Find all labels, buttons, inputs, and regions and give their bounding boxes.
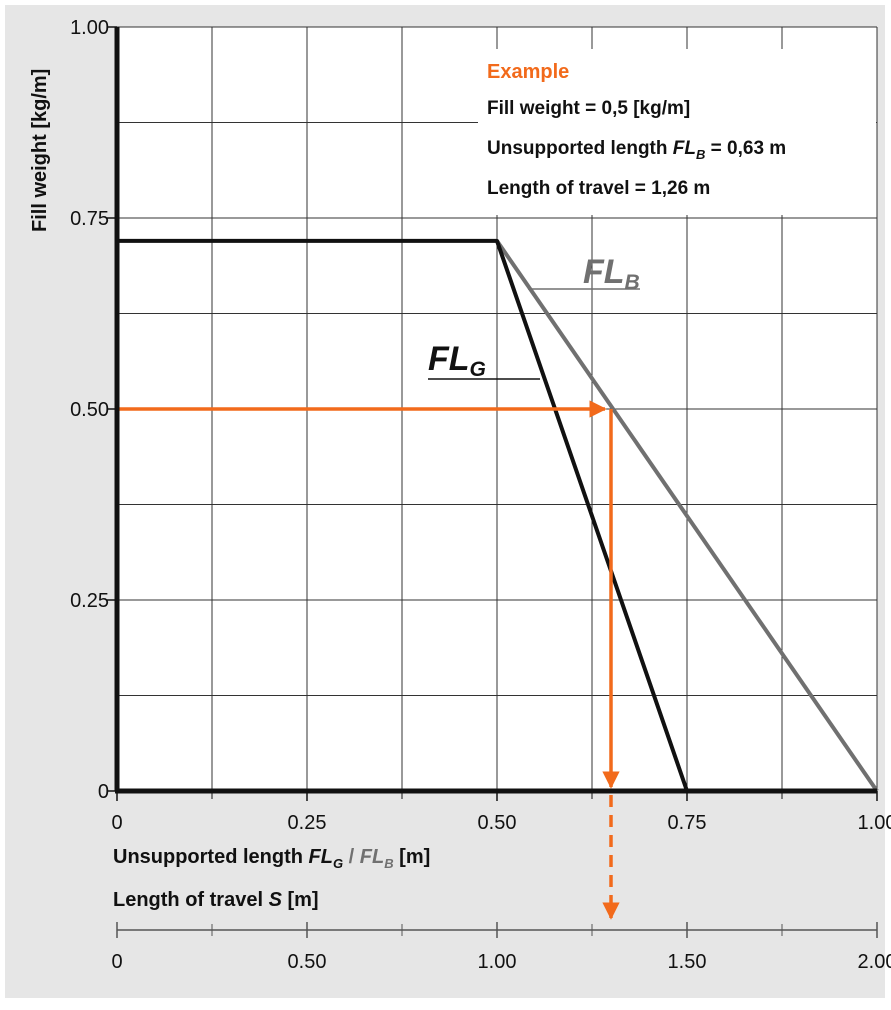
series-lines: [117, 238, 879, 793]
y-tick-label: 0.25: [70, 590, 109, 612]
x-axis-title: Unsupported length FLG / FLB [m]: [113, 846, 430, 871]
y-tick-label: 0.75: [70, 208, 109, 230]
series-line-fl-g: [117, 238, 689, 792]
example-guides: [117, 400, 620, 920]
x-tick-label: 0.50: [478, 812, 517, 834]
y-axis-title: Fill weight [kg/m]: [29, 69, 51, 232]
x-tick-label: 1.00: [858, 812, 891, 834]
example-length-of-travel: Length of travel = 1,26 m: [487, 178, 710, 199]
x2-tick-label: 1.00: [478, 951, 517, 973]
x2-axis-title: Length of travel S [m]: [113, 889, 319, 911]
y-tick-label: 0.50: [70, 399, 109, 421]
x2-tick-label: 0.50: [288, 951, 327, 973]
x-tick-label: 0.75: [668, 812, 707, 834]
x2-tick-label: 0: [111, 951, 122, 973]
example-unsupported-length: Unsupported length FLB = 0,63 m: [487, 138, 786, 162]
series-line-fl-b: [495, 239, 879, 793]
axis-ticks: 0 0.25 0.50 0.75 1.00 0 0.25 0.50 0.75 1.00 0 0.50 1…: [70, 17, 891, 973]
x2-tick-label: 1.50: [668, 951, 707, 973]
example-title: Example: [487, 61, 569, 83]
x-tick-label: 0: [111, 812, 122, 834]
y-tick-label: 1.00: [70, 17, 109, 39]
x2-tick-label: 2.00: [858, 951, 891, 973]
example-fill-weight: Fill weight = 0,5 [kg/m]: [487, 98, 690, 119]
series-label-fl-g: FLG: [428, 340, 486, 381]
y-tick-label: 0: [98, 781, 109, 803]
series-label-fl-b: FLB: [583, 253, 640, 294]
example-box: [478, 49, 876, 215]
x-tick-label: 0.25: [288, 812, 327, 834]
